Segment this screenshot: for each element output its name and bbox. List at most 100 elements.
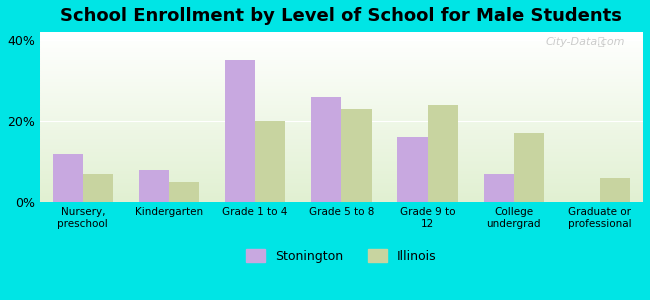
Bar bbox=[40, 160, 643, 161]
Bar bbox=[40, 105, 643, 107]
Bar bbox=[40, 88, 643, 90]
Bar bbox=[40, 175, 643, 177]
Bar bbox=[40, 190, 643, 192]
Bar bbox=[40, 40, 643, 42]
Bar bbox=[600, 178, 630, 202]
Bar bbox=[40, 114, 643, 116]
Bar bbox=[40, 52, 643, 54]
Bar bbox=[40, 165, 643, 167]
Bar bbox=[397, 137, 428, 202]
Bar bbox=[40, 42, 643, 44]
Bar bbox=[40, 110, 643, 112]
Bar bbox=[40, 185, 643, 187]
Bar bbox=[40, 149, 643, 151]
Bar bbox=[40, 133, 643, 134]
Bar bbox=[40, 75, 643, 76]
Bar bbox=[40, 97, 643, 98]
Bar bbox=[40, 128, 643, 129]
Bar bbox=[40, 139, 643, 141]
Bar bbox=[40, 86, 643, 88]
Bar bbox=[40, 194, 643, 196]
Bar bbox=[40, 90, 643, 92]
Bar bbox=[40, 158, 643, 160]
Bar bbox=[428, 105, 458, 202]
Bar bbox=[40, 156, 643, 158]
Bar bbox=[40, 44, 643, 46]
Bar bbox=[40, 192, 643, 194]
Bar bbox=[40, 116, 643, 117]
Text: ⓘ: ⓘ bbox=[597, 37, 604, 47]
Bar bbox=[40, 180, 643, 182]
Bar bbox=[40, 103, 643, 105]
Bar bbox=[40, 51, 643, 52]
Bar bbox=[40, 134, 643, 136]
Bar bbox=[40, 153, 643, 154]
Bar bbox=[40, 61, 643, 63]
Bar bbox=[40, 119, 643, 121]
Bar bbox=[40, 122, 643, 124]
Bar bbox=[40, 170, 643, 172]
Bar bbox=[40, 46, 643, 47]
Bar bbox=[40, 63, 643, 64]
Bar bbox=[40, 148, 643, 149]
Bar bbox=[40, 66, 643, 68]
Bar bbox=[40, 196, 643, 197]
Bar bbox=[40, 68, 643, 70]
Bar bbox=[40, 197, 643, 199]
Bar bbox=[40, 131, 643, 133]
Bar bbox=[40, 167, 643, 168]
Bar bbox=[139, 170, 169, 202]
Bar bbox=[40, 35, 643, 37]
Bar bbox=[40, 76, 643, 78]
Bar bbox=[83, 174, 113, 202]
Bar bbox=[40, 49, 643, 51]
Bar bbox=[341, 109, 372, 202]
Bar bbox=[40, 144, 643, 146]
Text: City-Data.com: City-Data.com bbox=[545, 37, 625, 47]
Bar bbox=[40, 151, 643, 153]
Bar bbox=[40, 71, 643, 73]
Bar bbox=[40, 56, 643, 58]
Bar bbox=[40, 154, 643, 156]
Bar bbox=[40, 34, 643, 35]
Bar bbox=[40, 109, 643, 110]
Bar bbox=[40, 173, 643, 175]
Bar bbox=[40, 141, 643, 143]
Bar bbox=[40, 143, 643, 144]
Bar bbox=[40, 126, 643, 127]
Bar bbox=[40, 64, 643, 66]
Bar bbox=[40, 121, 643, 122]
Bar bbox=[40, 83, 643, 85]
Bar bbox=[40, 93, 643, 95]
Bar bbox=[40, 182, 643, 184]
Bar bbox=[255, 121, 285, 202]
Bar bbox=[40, 54, 643, 56]
Bar bbox=[40, 136, 643, 138]
Bar bbox=[40, 100, 643, 102]
Title: School Enrollment by Level of School for Male Students: School Enrollment by Level of School for… bbox=[60, 7, 622, 25]
Bar bbox=[40, 146, 643, 148]
Bar bbox=[40, 112, 643, 114]
Bar bbox=[40, 78, 643, 80]
Bar bbox=[40, 102, 643, 103]
Bar bbox=[40, 129, 643, 131]
Bar bbox=[40, 85, 643, 86]
Bar bbox=[53, 154, 83, 202]
Bar bbox=[40, 81, 643, 83]
Bar bbox=[40, 70, 643, 71]
Bar bbox=[40, 73, 643, 75]
Bar bbox=[40, 189, 643, 190]
Bar bbox=[40, 177, 643, 178]
Bar bbox=[225, 60, 255, 202]
Bar bbox=[40, 37, 643, 39]
Bar bbox=[40, 184, 643, 185]
Bar bbox=[40, 59, 643, 61]
Bar bbox=[169, 182, 199, 202]
Bar bbox=[40, 163, 643, 165]
Bar bbox=[40, 95, 643, 97]
Bar bbox=[40, 39, 643, 40]
Legend: Stonington, Illinois: Stonington, Illinois bbox=[241, 244, 441, 268]
Bar bbox=[40, 199, 643, 201]
Bar bbox=[40, 168, 643, 170]
Bar bbox=[40, 92, 643, 93]
